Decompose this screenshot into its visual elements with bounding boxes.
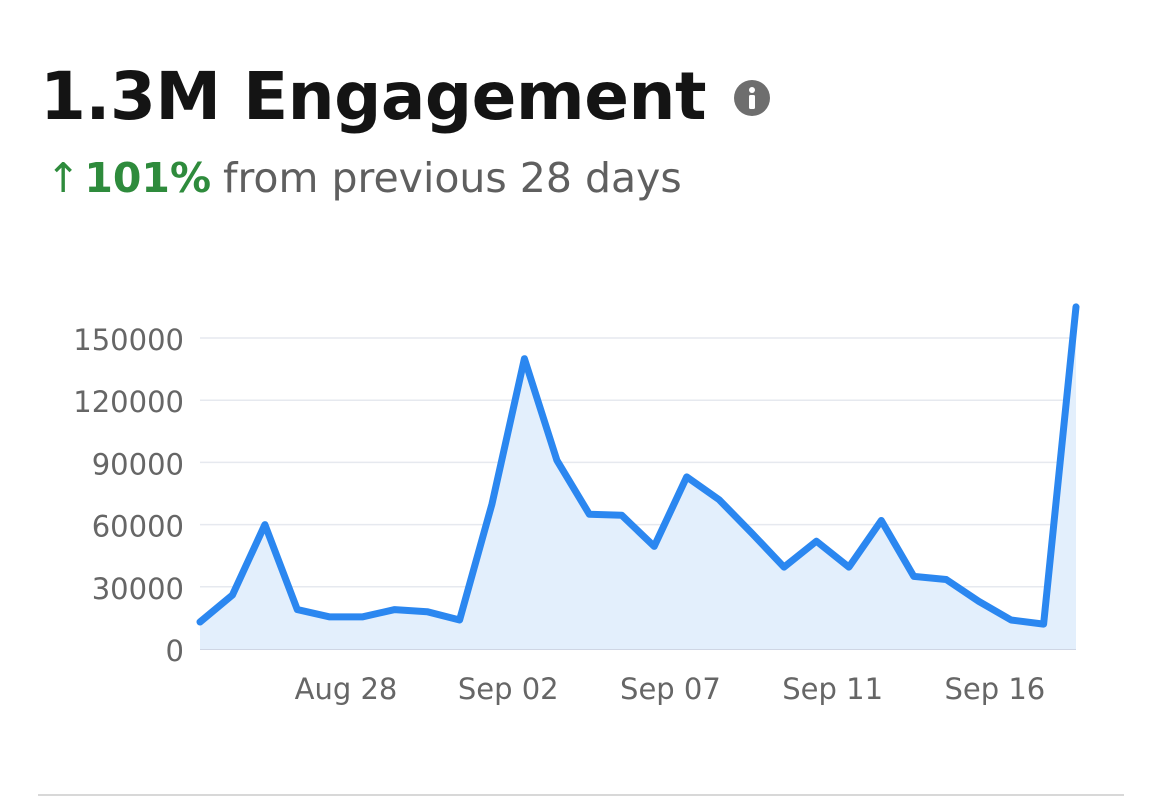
- x-tick-label: Sep 16: [944, 672, 1045, 706]
- change-period-label: from previous 28 days: [223, 154, 682, 202]
- x-tick-label: Sep 11: [782, 672, 883, 706]
- info-icon[interactable]: [732, 78, 772, 118]
- header-title-row: 1.3M Engagement: [40, 52, 772, 142]
- up-arrow-icon: ↑: [46, 154, 81, 202]
- divider: [38, 794, 1124, 796]
- page-title: 1.3M Engagement: [40, 58, 707, 135]
- change-summary: ↑ 101% from previous 28 days: [46, 150, 682, 206]
- series-line: [196, 303, 1080, 628]
- y-tick-label: 120000: [73, 385, 184, 419]
- area-fill-layer: [200, 306, 1076, 649]
- y-tick-label: 60000: [92, 510, 184, 544]
- y-tick-label: 30000: [92, 572, 184, 606]
- x-axis: Aug 28 Sep 02 Sep 07 Sep 11 Sep 16: [295, 672, 1046, 706]
- change-percent: 101%: [84, 154, 212, 202]
- series-area: [200, 306, 1076, 649]
- series-line-layer: [196, 303, 1080, 628]
- x-tick-label: Sep 02: [458, 672, 559, 706]
- x-tick-label: Aug 28: [295, 672, 398, 706]
- y-axis: 0 30000 60000 90000 120000 150000: [73, 323, 184, 668]
- y-tick-label: 90000: [92, 447, 184, 481]
- y-tick-label: 150000: [73, 323, 184, 357]
- y-tick-label: 0: [166, 634, 184, 668]
- x-tick-label: Sep 07: [620, 672, 721, 706]
